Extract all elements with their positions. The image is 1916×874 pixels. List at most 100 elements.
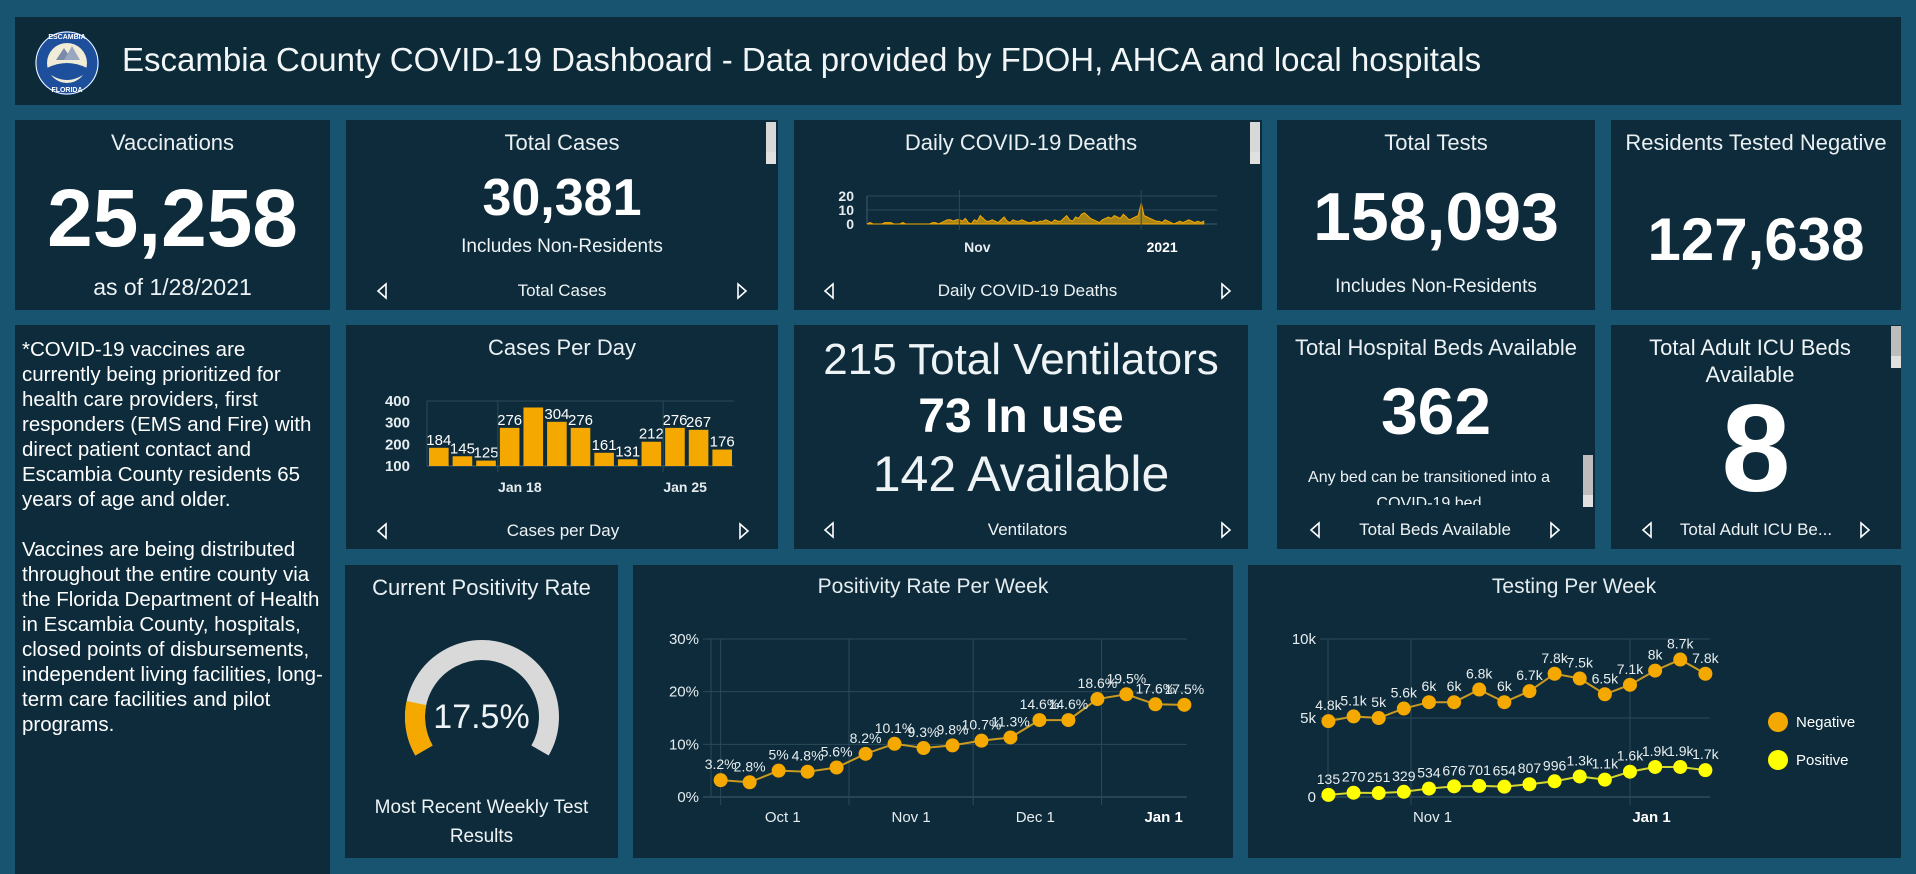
- chart-title: Testing Per Week: [1492, 575, 1657, 598]
- data-point: [1421, 695, 1436, 710]
- bar: [476, 460, 496, 466]
- chevron-right-icon[interactable]: [1549, 521, 1561, 539]
- data-point: [1572, 769, 1587, 784]
- data-label: 701: [1468, 762, 1492, 778]
- total-cases-card: Total Cases 30,381 Includes Non-Resident…: [346, 120, 778, 310]
- data-label: 11.3%: [991, 713, 1030, 729]
- x-tick-label: Nov: [964, 239, 991, 255]
- bar: [523, 407, 544, 466]
- icu-beds-card: Total Adult ICU Beds Available 8 Total A…: [1611, 325, 1901, 549]
- chevron-right-icon[interactable]: [1220, 282, 1232, 300]
- scrollbar[interactable]: [766, 122, 776, 164]
- nav-label: Total Adult ICU Be...: [1679, 520, 1833, 539]
- data-label: 1.1k: [1592, 756, 1619, 772]
- positivity-rate-chart: Positivity Rate Per Week 30% 20% 10% 0% Oct 1…: [669, 575, 1204, 826]
- hospital-beds-value: 362: [1380, 374, 1492, 448]
- data-label: 5.6%: [821, 744, 853, 760]
- vaccinations-card: Vaccinations 25,258 as of 1/28/2021: [15, 120, 330, 310]
- y-tick-label: 0%: [677, 789, 699, 806]
- data-point: [1698, 763, 1713, 778]
- scrollbar[interactable]: [1250, 122, 1260, 164]
- bar: [570, 427, 591, 466]
- data-label: 184: [426, 432, 451, 449]
- daily-deaths-card: Daily COVID-19 Deaths 20 10 0 Nov 2021 Daily…: [794, 120, 1262, 310]
- hospital-beds-card: Total Hospital Beds Available 362 Any be…: [1277, 325, 1595, 549]
- data-point: [1447, 779, 1462, 794]
- nav-label: Daily COVID-19 Deaths: [937, 281, 1118, 300]
- data-point: [1648, 759, 1663, 774]
- chevron-left-icon[interactable]: [376, 522, 388, 540]
- card-title-line2: Available: [1705, 362, 1795, 382]
- data-label: 5.6k: [1391, 685, 1418, 701]
- icu-beds-nav: Total Adult ICU Be...: [1625, 511, 1887, 549]
- ventilators-available: 142 Available: [872, 446, 1170, 502]
- cases-per-day-nav: Cases per Day: [360, 512, 766, 549]
- data-point: [1148, 697, 1163, 712]
- data-label: 7.1k: [1617, 661, 1644, 677]
- x-tick-label: Nov 1: [1413, 809, 1452, 826]
- data-label: 6k: [1422, 678, 1438, 694]
- residents-tested-negative-card: Residents Tested Negative 127,638: [1611, 120, 1901, 310]
- data-point: [1698, 666, 1713, 681]
- card-title: Total Tests: [1384, 130, 1488, 155]
- chevron-left-icon[interactable]: [823, 282, 835, 300]
- header-bar: ESCAMBIA FLORIDA Escambia County COVID-1…: [15, 17, 1901, 105]
- data-point: [945, 738, 960, 753]
- positivity-gauge: [405, 640, 559, 756]
- chevron-left-icon[interactable]: [1641, 521, 1653, 539]
- data-label: 1.6k: [1617, 748, 1644, 764]
- data-point: [1472, 778, 1487, 793]
- data-label: 6k: [1447, 678, 1463, 694]
- beds-note-line2: COVID-19 bed: [1376, 495, 1482, 505]
- data-point: [887, 736, 902, 751]
- bar: [617, 459, 638, 466]
- card-title: Current Positivity Rate: [372, 575, 591, 600]
- bar: [429, 447, 449, 466]
- data-point: [1497, 695, 1512, 710]
- chevron-right-icon[interactable]: [738, 522, 750, 540]
- data-point: [974, 733, 989, 748]
- card-title: Total Hospital Beds Available: [1294, 335, 1578, 360]
- data-label: 276: [568, 412, 593, 429]
- data-point: [1522, 777, 1537, 792]
- chevron-right-icon[interactable]: [1220, 521, 1232, 539]
- dashboard-title: Escambia County COVID-19 Dashboard - Dat…: [122, 41, 1482, 78]
- data-label: 6.5k: [1592, 670, 1619, 686]
- y-tick-label: 20%: [669, 684, 699, 701]
- x-tick-label: Jan 25: [663, 479, 707, 495]
- testing-per-week-card: Testing Per Week 10k 5k 0 Nov 1 Jan 1 4.8k 5.1k…: [1248, 565, 1901, 858]
- legend-label: Positive: [1796, 752, 1849, 769]
- data-label: 5.1k: [1340, 692, 1367, 708]
- y-tick-label: 10k: [1292, 631, 1317, 648]
- bar: [641, 441, 662, 466]
- scrollbar[interactable]: [1583, 455, 1593, 507]
- data-point: [1472, 682, 1487, 697]
- total-tests-subtitle: Includes Non-Residents: [1335, 276, 1537, 297]
- bar: [452, 456, 473, 466]
- data-point: [771, 763, 786, 778]
- chevron-left-icon[interactable]: [823, 521, 835, 539]
- data-label: 276: [497, 412, 522, 429]
- chart-title: Positivity Rate Per Week: [818, 575, 1049, 598]
- data-label: 7.8k: [1692, 650, 1719, 666]
- data-label: 676: [1442, 762, 1466, 778]
- beds-note-line1: Any bed can be transitioned into a: [1308, 469, 1550, 486]
- data-label: 5%: [769, 747, 789, 763]
- scrollbar[interactable]: [1891, 326, 1901, 368]
- y-tick-label: 200: [385, 436, 410, 453]
- vaccine-distribution-text: Vaccines are being distributed throughou…: [22, 538, 323, 736]
- gauge-fill: [405, 700, 433, 756]
- data-label: 9.3%: [908, 724, 940, 740]
- chevron-left-icon[interactable]: [376, 282, 388, 300]
- card-title-line1: Total Adult ICU Beds: [1649, 335, 1851, 360]
- data-label: 7.5k: [1566, 655, 1593, 671]
- chevron-left-icon[interactable]: [1309, 521, 1321, 539]
- legend-swatch: [1768, 750, 1788, 770]
- data-label: 6k: [1497, 678, 1513, 694]
- chevron-right-icon[interactable]: [736, 282, 748, 300]
- data-point: [1321, 714, 1336, 729]
- data-point: [1447, 695, 1462, 710]
- nav-label: Ventilators: [987, 520, 1068, 539]
- data-point: [1371, 711, 1386, 725]
- chevron-right-icon[interactable]: [1859, 521, 1871, 539]
